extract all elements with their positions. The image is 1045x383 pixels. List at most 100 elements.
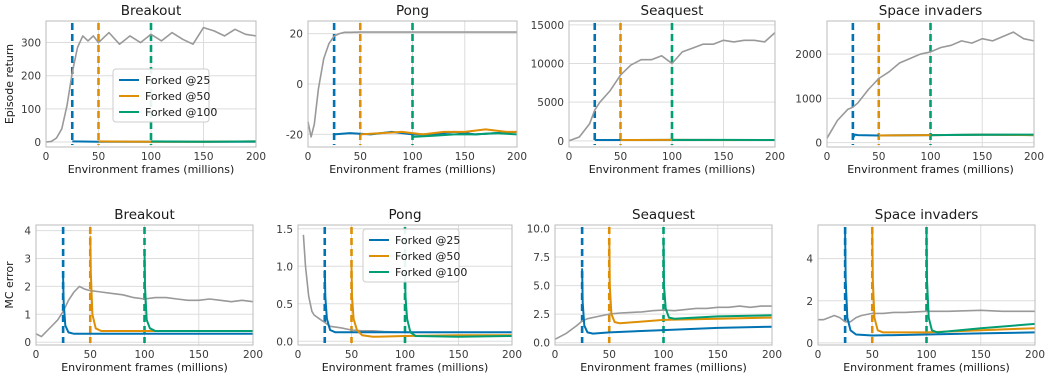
series-line <box>608 239 773 325</box>
x-tick-label: 200 <box>762 349 782 361</box>
y-tick-label: 10000 <box>531 59 564 71</box>
x-tick-label: 0 <box>295 349 302 361</box>
chart-title: Pong <box>396 3 429 19</box>
series-line <box>930 133 1035 137</box>
y-tick-label: 2000 <box>795 49 822 61</box>
x-tick-label: 150 <box>189 349 209 361</box>
legend-entry: Forked @50 <box>395 250 460 263</box>
chart-panel: 0 50 100 150 200 0.0 2.5 5.0 7.5 10.0 Seaquest Envi… <box>527 207 782 374</box>
chart-panel: 0 50 100 150 200 0 5000 10000 15000 Seaquest Envir… <box>531 3 785 176</box>
y-tick-label: 0 <box>815 138 822 150</box>
chart-title: Space invaders <box>879 3 982 19</box>
y-tick-label: 0 <box>24 337 31 349</box>
x-tick-label: 0 <box>305 151 312 163</box>
x-tick-label: 100 <box>134 349 154 361</box>
y-tick-label: 0 <box>806 338 813 350</box>
x-tick-label: 200 <box>243 349 263 361</box>
series-line <box>662 237 773 320</box>
series-line <box>404 273 513 338</box>
legend: Forked @25 Forked @50 Forked @100 <box>362 228 467 283</box>
plot-frame <box>35 224 254 346</box>
x-axis-label: Environment frames (millions) <box>843 361 1010 374</box>
x-tick-label: 100 <box>920 151 940 163</box>
x-axis-label: Environment frames (millions) <box>580 361 747 374</box>
x-tick-label: 100 <box>395 349 415 361</box>
y-tick-label: 1.0 <box>276 261 293 273</box>
legend: Forked @25 Forked @50 Forked @100 <box>112 68 217 123</box>
x-tick-label: 0 <box>824 151 831 163</box>
x-tick-label: 50 <box>614 151 627 163</box>
chart-panel: 0 50 100 150 200 0 100 200 300 Breakout Environmen… <box>3 3 266 176</box>
x-tick-label: 150 <box>713 151 733 163</box>
x-tick-label: 150 <box>971 349 991 361</box>
y-tick-label: 4 <box>24 226 31 238</box>
x-tick-label: 150 <box>972 151 992 163</box>
series-line <box>925 231 1036 334</box>
y-tick-label: 5.0 <box>533 281 550 293</box>
series-line <box>826 31 1035 139</box>
plot-frame <box>45 20 257 148</box>
plot-frame <box>568 20 776 148</box>
y-tick-label: 0 <box>296 79 303 91</box>
plot-frame <box>826 20 1035 148</box>
x-tick-label: 200 <box>765 151 785 163</box>
chart-panel: 0 50 100 150 200 0 2 4 Space invaders Environment… <box>806 207 1045 374</box>
legend-box <box>362 228 460 283</box>
x-tick-label: 150 <box>455 151 475 163</box>
plot-frame <box>297 224 513 346</box>
x-tick-label: 150 <box>193 151 213 163</box>
x-tick-label: 50 <box>84 349 97 361</box>
x-tick-label: 100 <box>916 349 936 361</box>
y-tick-label: 0.5 <box>276 299 293 311</box>
chart-title: Space invaders <box>875 207 978 223</box>
y-tick-label: 10.0 <box>527 223 550 235</box>
y-tick-label: 20 <box>290 29 303 41</box>
x-tick-label: 50 <box>345 349 358 361</box>
x-tick-label: 0 <box>43 151 50 163</box>
x-tick-label: 50 <box>872 151 885 163</box>
chart-title: Breakout <box>121 3 182 19</box>
x-tick-label: 100 <box>141 151 161 163</box>
x-tick-label: 200 <box>1025 349 1045 361</box>
y-tick-label: 1000 <box>795 93 822 105</box>
y-tick-label: 1.5 <box>276 224 293 236</box>
x-tick-label: 0 <box>33 349 40 361</box>
y-tick-label: 2 <box>806 296 813 308</box>
y-tick-label: -20 <box>286 129 303 141</box>
y-tick-label: 7.5 <box>533 252 550 264</box>
legend-entry: Forked @100 <box>395 266 467 279</box>
legend-entry: Forked @100 <box>145 106 217 119</box>
y-tick-label: 200 <box>21 71 41 83</box>
x-tick-label: 150 <box>708 349 728 361</box>
legend-entry: Forked @25 <box>395 234 460 247</box>
y-tick-label: 0.0 <box>533 338 550 350</box>
series-line <box>307 31 517 138</box>
series-line <box>818 309 1035 323</box>
y-tick-label: 0 <box>557 136 564 148</box>
x-axis-label: Environment frames (millions) <box>61 361 228 374</box>
series-line <box>412 132 518 138</box>
x-tick-label: 50 <box>92 151 105 163</box>
x-tick-label: 0 <box>552 349 559 361</box>
y-tick-label: 4 <box>806 254 813 266</box>
y-tick-label: 2.5 <box>533 309 550 321</box>
x-tick-label: 100 <box>402 151 422 163</box>
plot-frame <box>817 224 1036 346</box>
series-line <box>143 250 253 332</box>
x-tick-label: 0 <box>815 349 822 361</box>
series-line <box>844 233 1036 337</box>
x-tick-label: 200 <box>502 349 522 361</box>
chart-title: Seaquest <box>632 207 695 223</box>
y-tick-label: 15000 <box>531 20 564 32</box>
series-line <box>568 32 776 142</box>
y-axis-label: MC error <box>3 261 16 309</box>
legend-entry: Forked @50 <box>145 90 210 103</box>
x-tick-label: 100 <box>662 151 682 163</box>
series-line <box>581 268 773 335</box>
legend-box <box>112 68 210 123</box>
x-tick-label: 200 <box>246 151 266 163</box>
x-axis-label: Environment frames (millions) <box>68 163 235 176</box>
x-tick-label: 0 <box>566 151 573 163</box>
